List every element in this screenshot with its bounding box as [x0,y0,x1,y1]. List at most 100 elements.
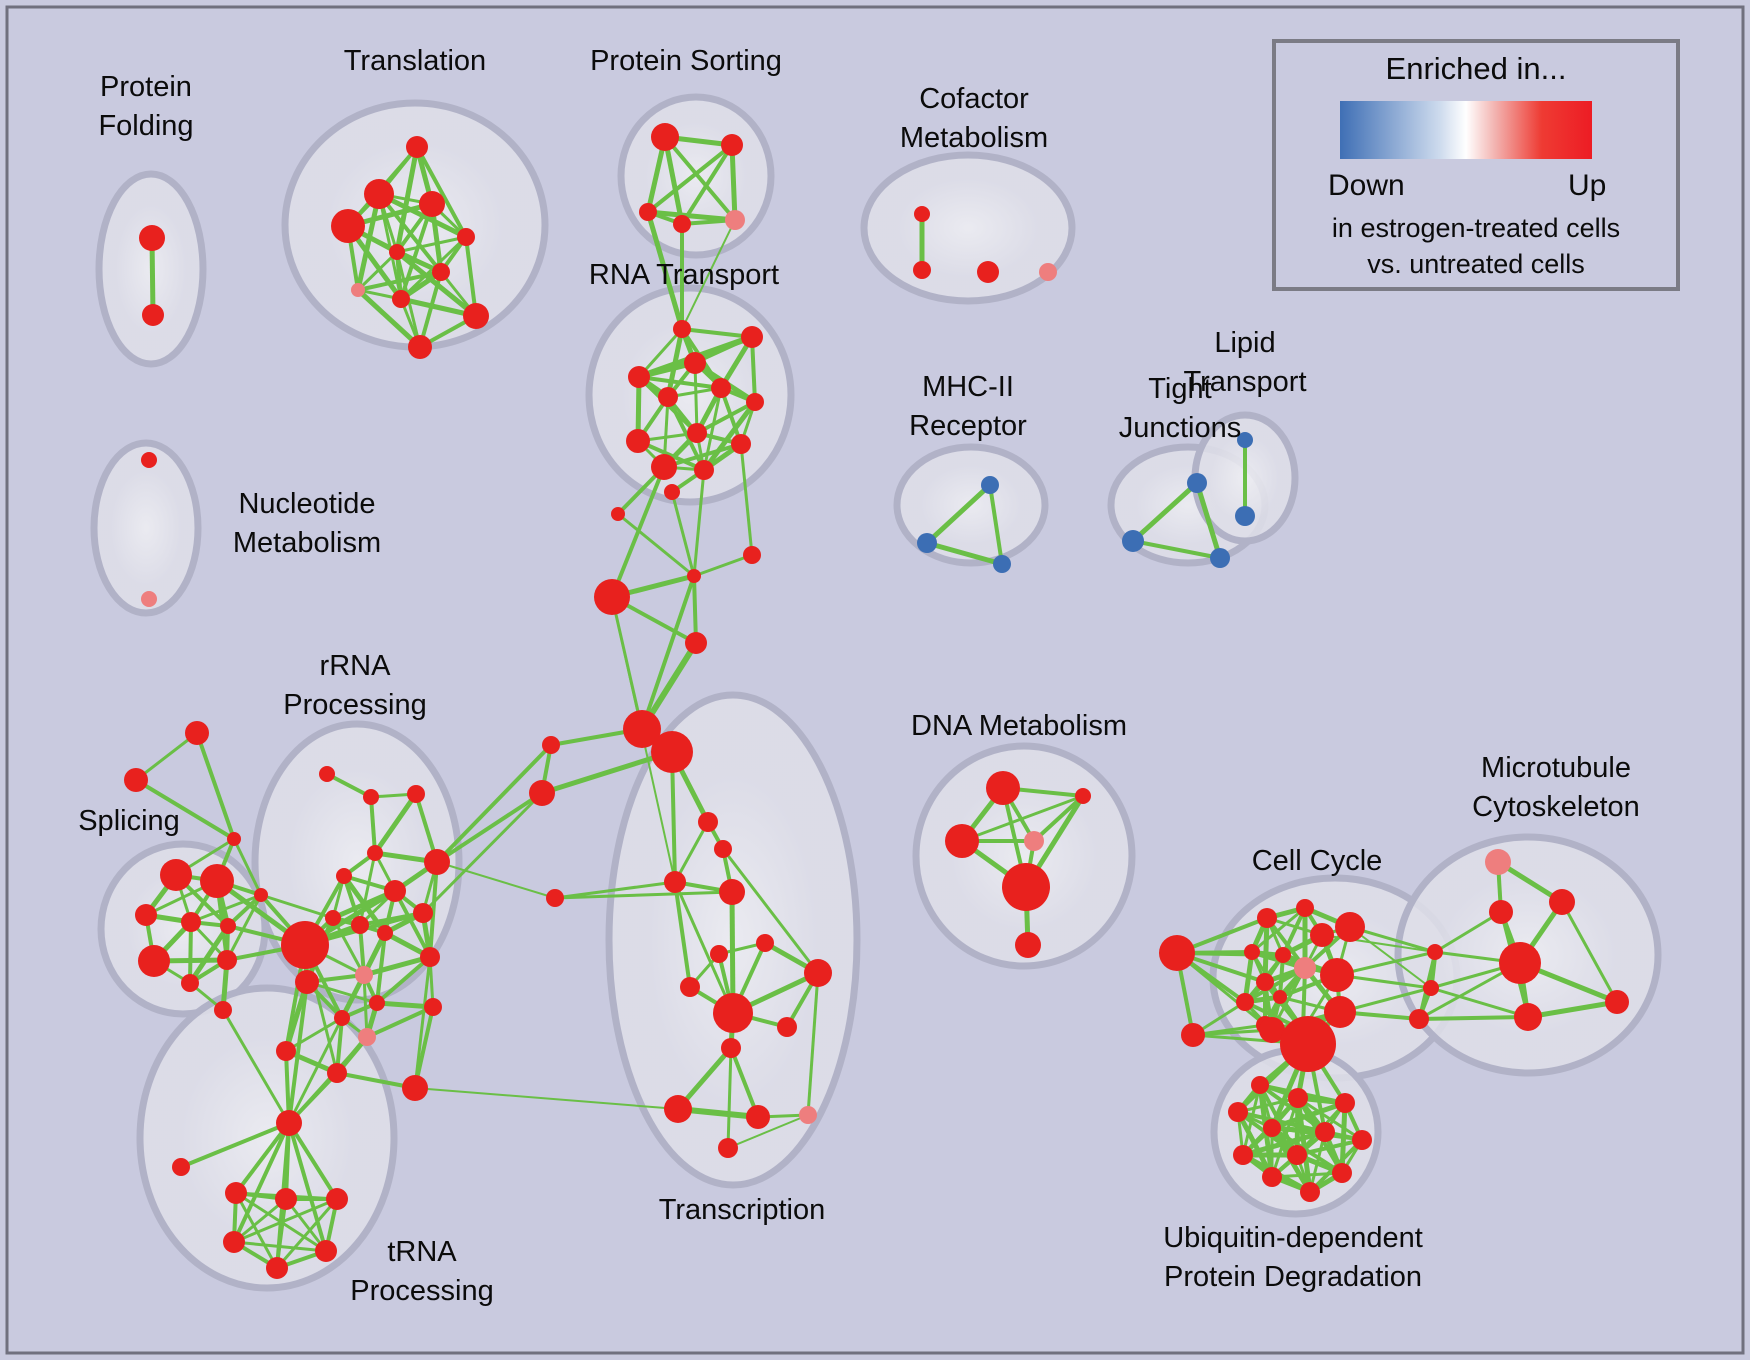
network-node-connectors-7[interactable] [651,731,693,773]
network-edge[interactable] [356,250,399,292]
network-edge[interactable] [670,751,677,883]
network-edge[interactable] [988,484,1004,565]
network-node-ubiquitin-10[interactable] [1262,1167,1282,1187]
network-edge[interactable] [285,1016,343,1053]
network-node-rna_transport-0[interactable] [673,320,691,338]
network-edge[interactable] [663,442,742,469]
network-node-rrna-6[interactable] [384,880,406,902]
network-edge[interactable] [647,209,736,223]
network-edge[interactable] [372,792,419,855]
network-edge[interactable] [665,328,685,398]
network-edge[interactable] [414,1087,679,1110]
network-node-transcription-3[interactable] [719,879,745,905]
network-edge[interactable] [926,540,1003,567]
network-node-rna_transport-3[interactable] [628,366,650,388]
network-node-rna_transport-1[interactable] [741,326,763,348]
network-node-microtubule-1[interactable] [1549,889,1575,915]
network-node-dna-2[interactable] [945,824,979,858]
network-node-transcription-0[interactable] [698,812,718,832]
network-edge[interactable] [1418,1015,1529,1021]
network-node-translation-2[interactable] [419,191,445,217]
network-edge[interactable] [359,911,424,927]
network-edge[interactable] [692,575,698,644]
network-edge[interactable] [1032,794,1085,843]
network-edge[interactable] [375,955,432,1005]
network-node-translation-4[interactable] [457,228,475,246]
network-edge[interactable] [260,893,334,920]
network-node-lipid_transport-0[interactable] [1237,432,1253,448]
network-edge[interactable] [673,881,735,1014]
network-node-connectors-6[interactable] [623,710,661,748]
network-edge[interactable] [1271,1171,1343,1179]
network-node-splicing-6[interactable] [217,950,237,970]
network-node-connectors-11[interactable] [402,1075,428,1101]
network-edge[interactable] [617,512,695,578]
network-node-cell_cycle-5[interactable] [1335,912,1365,942]
network-node-translation-9[interactable] [463,303,489,329]
network-node-transcription-13[interactable] [799,1106,817,1124]
network-node-rrna-9[interactable] [351,916,369,934]
network-edge[interactable] [1434,910,1502,954]
network-node-transcription-5[interactable] [756,934,774,952]
network-edge[interactable] [436,861,556,899]
network-node-cofactor-2[interactable] [977,261,999,283]
network-edge[interactable] [1296,1138,1363,1157]
network-edge[interactable] [925,483,992,545]
network-node-rrna-16[interactable] [334,1010,350,1026]
network-edge[interactable] [363,954,431,978]
network-edge[interactable] [287,1017,344,1124]
network-node-cell_cycle-7[interactable] [1275,947,1291,963]
network-edge[interactable] [421,791,544,915]
network-node-mhc-0[interactable] [981,476,999,494]
network-node-protein_sorting-3[interactable] [673,215,691,233]
network-node-ubiquitin-3[interactable] [1335,1093,1355,1113]
network-node-transcription-10[interactable] [721,1038,741,1058]
network-node-protein_sorting-4[interactable] [725,210,745,230]
network-edge[interactable] [693,362,699,434]
network-node-splicing-1[interactable] [200,864,234,898]
network-node-connectors-5[interactable] [685,632,707,654]
network-edge[interactable] [428,861,439,958]
network-node-cell_cycle-9[interactable] [1256,973,1274,991]
network-edge[interactable] [673,881,692,988]
network-node-trna-3[interactable] [275,1188,297,1210]
network-node-cell_cycle-15[interactable] [1324,996,1356,1028]
network-edge[interactable] [369,796,377,854]
network-edge[interactable] [357,270,442,292]
network-node-connectors-8[interactable] [542,736,560,754]
network-node-trna-7[interactable] [266,1257,288,1279]
network-node-connectors-9[interactable] [529,780,555,806]
network-node-rrna-10[interactable] [377,925,393,941]
network-node-splicing-7[interactable] [181,974,199,992]
network-node-cell_cycle-6[interactable] [1244,944,1260,960]
network-edge[interactable] [680,143,734,226]
network-node-cell_cycle-0[interactable] [1159,935,1195,971]
network-node-rna_transport-8[interactable] [626,429,650,453]
network-node-transcription-9[interactable] [713,993,753,1033]
network-edge[interactable] [1430,986,1529,1019]
network-edge[interactable] [541,749,673,796]
network-node-translation-0[interactable] [406,136,428,158]
network-node-splicing-9[interactable] [254,888,268,902]
network-node-rrna-17[interactable] [276,1041,296,1061]
network-edge[interactable] [187,924,231,985]
network-node-rna_transport-9[interactable] [731,434,751,454]
network-edge[interactable] [702,387,723,471]
network-edge[interactable] [663,135,737,222]
network-node-transcription-14[interactable] [718,1138,738,1158]
network-node-transcription-4[interactable] [710,945,728,963]
network-edge[interactable] [681,219,736,330]
network-node-cell_cycle-10[interactable] [1320,958,1354,992]
network-node-transcription-6[interactable] [680,977,700,997]
network-node-dna-5[interactable] [1015,932,1041,958]
network-node-transcription-12[interactable] [746,1105,770,1129]
network-node-tight_junctions-2[interactable] [1210,548,1230,568]
network-edge[interactable] [673,821,710,883]
network-edge[interactable] [638,375,722,390]
network-edge[interactable] [729,144,738,221]
network-node-dna-4[interactable] [1002,863,1050,911]
network-edge[interactable] [233,1197,287,1244]
network-edge[interactable] [662,136,685,225]
network-node-microtubule-0[interactable] [1485,849,1511,875]
network-node-dna-3[interactable] [1024,831,1044,851]
